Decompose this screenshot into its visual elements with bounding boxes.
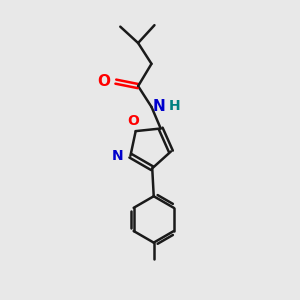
Text: O: O bbox=[98, 74, 110, 88]
Text: N: N bbox=[153, 98, 166, 113]
Text: H: H bbox=[169, 99, 180, 113]
Text: O: O bbox=[128, 114, 139, 128]
Text: N: N bbox=[111, 149, 123, 163]
